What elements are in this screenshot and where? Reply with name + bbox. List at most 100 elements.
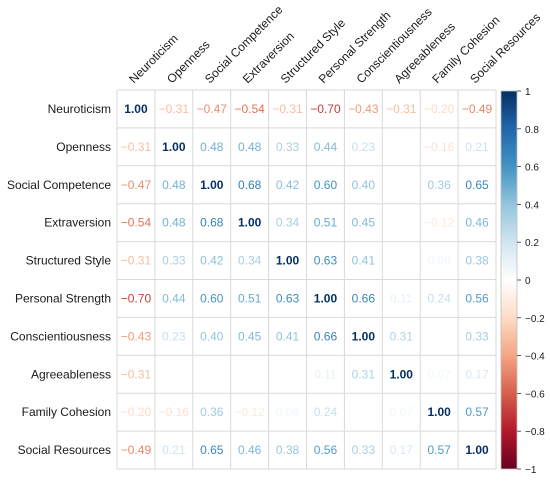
cell-value: 0.68 (200, 216, 224, 230)
colorbar-tick-label: −0.8 (525, 427, 545, 438)
cell-value: 0.17 (465, 367, 489, 381)
cell-value: 0.11 (390, 291, 413, 305)
cell-value: −0.49 (462, 102, 493, 116)
cell-value: 1.00 (427, 405, 451, 419)
colorbar-tick-label: −0.2 (525, 314, 545, 325)
cell-value: 0.33 (162, 254, 186, 268)
column-label: Social Resources (467, 10, 543, 86)
row-label: Neuroticism (48, 102, 111, 116)
cell-value: 0.51 (314, 216, 338, 230)
cell-value: 1.00 (200, 178, 224, 192)
cell-value: 0.48 (162, 178, 186, 192)
cell-value: 0.24 (314, 405, 338, 419)
cell-value: 0.23 (162, 329, 186, 343)
colorbar-gradient (500, 90, 518, 470)
row-label: Social Competence (7, 178, 111, 192)
column-label: Structured Style (278, 16, 348, 86)
cell-value: 0.11 (314, 367, 337, 381)
cell-value: 1.00 (314, 291, 338, 305)
cell-value: 0.36 (427, 178, 451, 192)
colorbar-legend: −1 −0.8 −0.6 −0.4 −0.2 0 0.2 0.4 0.6 0.8 1 (500, 87, 545, 476)
cell-value: 0.38 (465, 254, 489, 268)
colorbar-tick-label: 0.6 (525, 163, 539, 174)
cell-value: 1.00 (276, 254, 300, 268)
cell-value: 0.42 (200, 254, 224, 268)
cell-value: −0.54 (121, 216, 152, 230)
cell-value: 0.07 (427, 367, 451, 381)
cell-value: 0.33 (352, 443, 376, 457)
cell-value: −0.31 (121, 367, 152, 381)
cell-value: 0.41 (276, 329, 300, 343)
cell-value: −0.31 (159, 102, 190, 116)
cell-value: 0.42 (276, 178, 300, 192)
cell-value: 0.48 (200, 140, 224, 154)
cell-value: 0.44 (162, 291, 186, 305)
cell-value: 0.34 (238, 254, 262, 268)
row-label: Structured Style (26, 254, 112, 268)
cell-value: 0.60 (314, 178, 338, 192)
cell-value: 0.56 (314, 443, 338, 457)
cell-value: 1.00 (390, 367, 414, 381)
cell-value: 1.00 (238, 216, 262, 230)
cell-value: 0.33 (276, 140, 300, 154)
cell-value: −0.20 (121, 405, 152, 419)
cell-value: −0.49 (121, 443, 152, 457)
cell-value: 0.57 (427, 443, 451, 457)
cell-value: 0.34 (276, 216, 300, 230)
colorbar-tick-label: 0.2 (525, 238, 539, 249)
cell-value: 0.38 (276, 443, 300, 457)
cell-value: 0.21 (465, 140, 489, 154)
cell-value: −0.31 (121, 140, 152, 154)
cell-value: 0.40 (352, 178, 376, 192)
cell-value: 0.36 (200, 405, 224, 419)
cell-value: 0.57 (465, 405, 489, 419)
cell-value: 0.65 (200, 443, 224, 457)
cell-value: 1.00 (162, 140, 186, 154)
cell-value: −0.70 (310, 102, 341, 116)
row-label: Agreeableness (31, 367, 111, 381)
cell-value: 0.17 (390, 443, 414, 457)
row-label: Personal Strength (15, 291, 111, 305)
cell-value: 0.06 (427, 254, 451, 268)
cell-value: 0.46 (238, 443, 262, 457)
cell-value: −0.54 (234, 102, 265, 116)
cell-value-labels: 1.00 −0.31 −0.47 −0.54 −0.31 −0.70 −0.43 −0.31−… (121, 102, 493, 457)
cell-value: 0.07 (390, 405, 414, 419)
cell-value: 0.65 (465, 178, 489, 192)
cell-value: 0.45 (238, 329, 262, 343)
cell-value: 0.63 (276, 291, 300, 305)
cell-value: 0.48 (238, 140, 262, 154)
colorbar-tick-label: 0.8 (525, 125, 539, 136)
cell-value: 0.31 (390, 329, 414, 343)
cell-value: 0.21 (162, 443, 186, 457)
colorbar-tick-label: 1 (525, 87, 531, 98)
row-label: Openness (56, 140, 111, 154)
cell-value: −0.20 (424, 102, 455, 116)
row-label: Conscientiousness (10, 329, 111, 343)
cell-value: 0.23 (352, 140, 376, 154)
cell-value: −0.43 (348, 102, 379, 116)
cell-value: 0.63 (314, 254, 338, 268)
cell-value: 0.41 (352, 254, 376, 268)
column-label: Family Cohesion (429, 13, 502, 86)
cell-value: 1.00 (352, 329, 376, 343)
cell-value: −0.47 (197, 102, 228, 116)
cell-value: 0.40 (200, 329, 224, 343)
cell-value: 0.24 (427, 291, 451, 305)
cell-value: 0.60 (200, 291, 224, 305)
cell-value: −0.47 (121, 178, 152, 192)
cell-value: −0.31 (121, 254, 152, 268)
row-label: Extraversion (44, 216, 111, 230)
colorbar-tick-label: −0.6 (525, 389, 545, 400)
colorbar-tick-label: −0.4 (525, 352, 545, 363)
cell-value: −0.16 (159, 405, 190, 419)
colorbar-tick-label: −1 (525, 465, 537, 476)
cell-value: −0.12 (424, 216, 455, 230)
cell-value: 0.56 (465, 291, 489, 305)
cell-value: 0.31 (352, 367, 376, 381)
colorbar-tick-label: 0.4 (525, 200, 539, 211)
cell-value: 0.33 (465, 329, 489, 343)
